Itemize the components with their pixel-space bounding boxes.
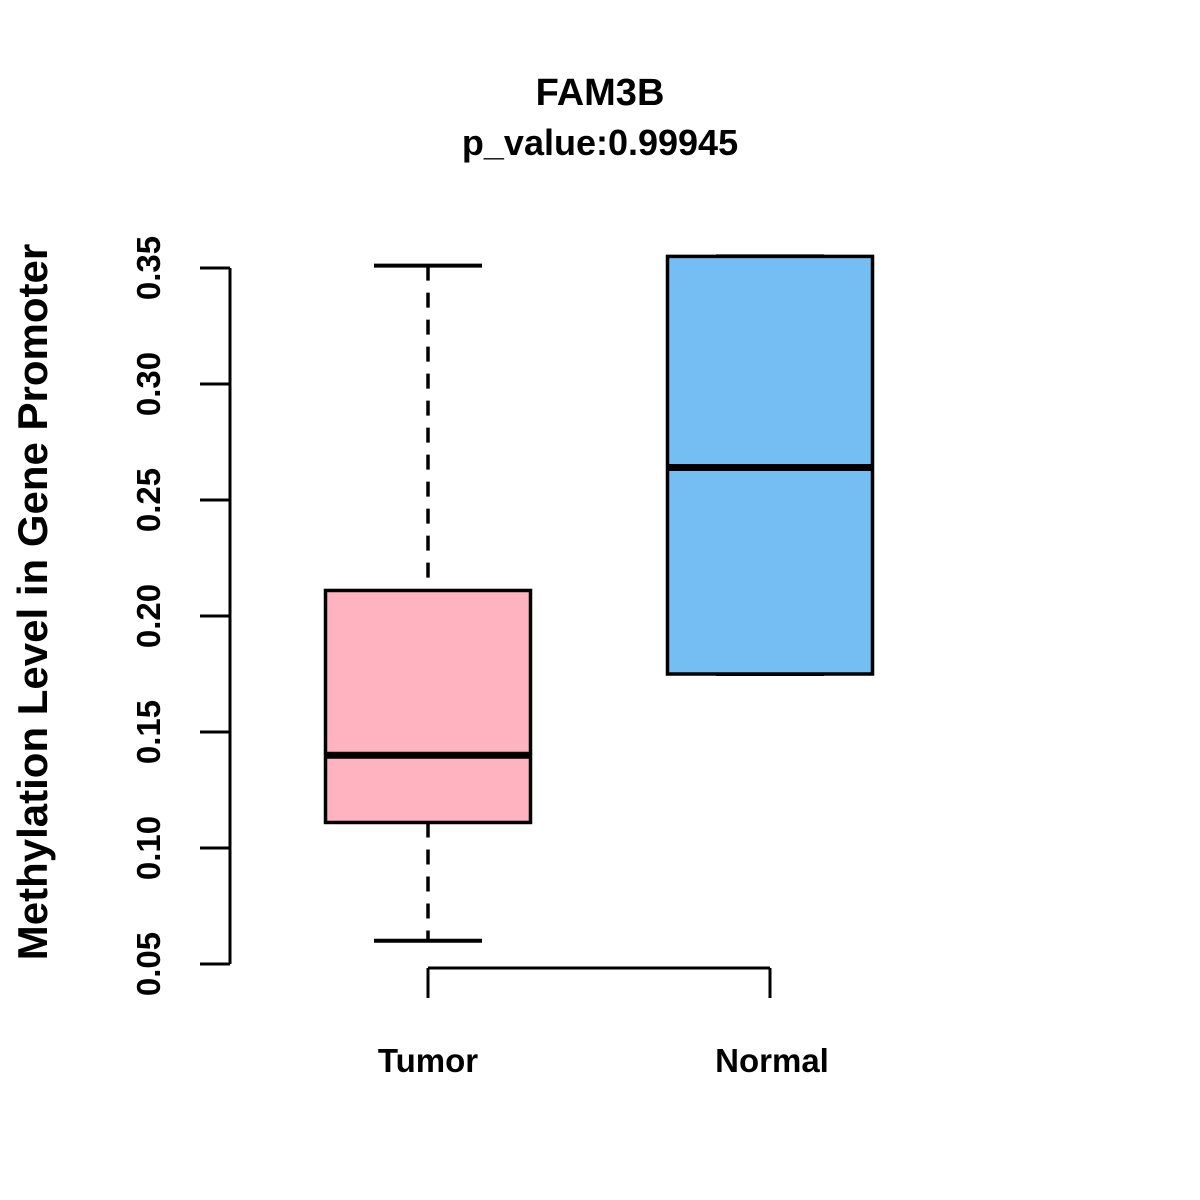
chart-subtitle: p_value:0.99945 — [461, 122, 739, 163]
x-category-label-tumor: Tumor — [377, 1042, 479, 1079]
tumor-box — [323, 588, 533, 825]
x-category-label-normal: Normal — [715, 1042, 829, 1079]
y-tick-label: 0.05 — [130, 932, 167, 996]
chart-title: FAM3B — [535, 72, 665, 114]
y-tick-label: 0.30 — [130, 352, 167, 416]
y-tick-label: 0.35 — [130, 236, 167, 300]
y-tick-label: 0.15 — [130, 700, 167, 764]
y-tick-label: 0.10 — [130, 816, 167, 880]
y-tick-label: 0.25 — [130, 468, 167, 532]
y-tick-label: 0.20 — [130, 584, 167, 648]
